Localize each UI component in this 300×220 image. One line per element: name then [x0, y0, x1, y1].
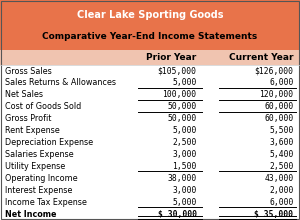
Text: Gross Sales: Gross Sales [5, 67, 52, 76]
Text: Clear Lake Sporting Goods: Clear Lake Sporting Goods [77, 10, 223, 20]
Text: Interest Expense: Interest Expense [5, 186, 73, 195]
Text: 6,000: 6,000 [269, 198, 293, 207]
Text: 5,000: 5,000 [172, 79, 196, 88]
Text: Net Sales: Net Sales [5, 90, 44, 99]
Text: 5,000: 5,000 [172, 198, 196, 207]
Text: 60,000: 60,000 [264, 114, 293, 123]
Text: Cost of Goods Sold: Cost of Goods Sold [5, 102, 82, 111]
Text: 1,500: 1,500 [172, 162, 196, 171]
Text: 100,000: 100,000 [162, 90, 196, 99]
Text: 3,600: 3,600 [269, 138, 293, 147]
Text: 2,500: 2,500 [172, 138, 196, 147]
Text: 5,400: 5,400 [269, 150, 293, 159]
Text: 2,000: 2,000 [269, 186, 293, 195]
Text: Current Year: Current Year [229, 53, 293, 62]
Text: 3,000: 3,000 [172, 186, 196, 195]
Text: 5,500: 5,500 [269, 126, 293, 135]
Text: Operating Income: Operating Income [5, 174, 78, 183]
Text: Comparative Year-End Income Statements: Comparative Year-End Income Statements [42, 32, 258, 41]
Text: $126,000: $126,000 [254, 67, 293, 76]
Text: 5,000: 5,000 [172, 126, 196, 135]
Text: Gross Profit: Gross Profit [5, 114, 52, 123]
Text: $ 35,000: $ 35,000 [254, 209, 293, 218]
Text: Utility Expense: Utility Expense [5, 162, 66, 171]
Text: 50,000: 50,000 [167, 102, 196, 111]
Text: 120,000: 120,000 [259, 90, 293, 99]
Text: Depreciation Expense: Depreciation Expense [5, 138, 94, 147]
Text: 38,000: 38,000 [167, 174, 196, 183]
Text: 60,000: 60,000 [264, 102, 293, 111]
Text: Rent Expense: Rent Expense [5, 126, 60, 135]
Text: Sales Returns & Allowances: Sales Returns & Allowances [5, 79, 116, 88]
Text: Income Tax Expense: Income Tax Expense [5, 198, 87, 207]
Text: 50,000: 50,000 [167, 114, 196, 123]
Text: Prior Year: Prior Year [146, 53, 196, 62]
Text: $ 30,000: $ 30,000 [158, 209, 196, 218]
Text: Salaries Expense: Salaries Expense [5, 150, 74, 159]
Text: Net Income: Net Income [5, 209, 57, 218]
Text: 43,000: 43,000 [264, 174, 293, 183]
Text: 2,500: 2,500 [269, 162, 293, 171]
Text: $105,000: $105,000 [158, 67, 196, 76]
Text: 3,000: 3,000 [172, 150, 196, 159]
Text: 6,000: 6,000 [269, 79, 293, 88]
Bar [0, 0, 300, 50]
Bar [0, 50, 300, 65]
